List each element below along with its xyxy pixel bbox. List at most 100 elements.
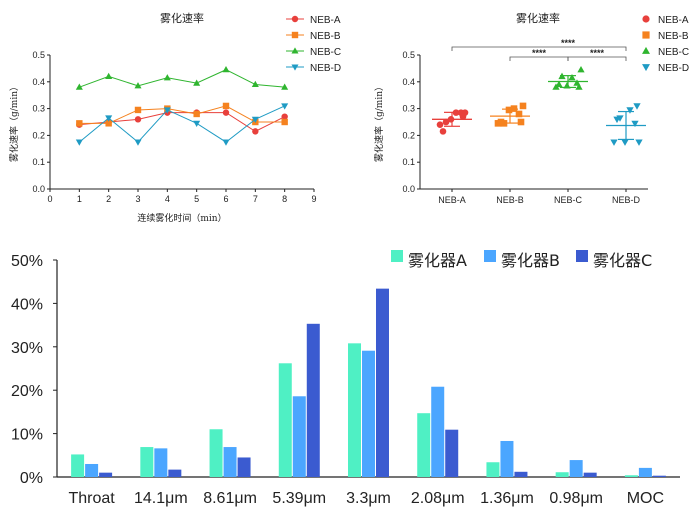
line-chart-x-tick-label: 5: [194, 194, 199, 204]
bar-b: [431, 386, 445, 477]
bar-chart-x-tick-label: 5.39μm: [272, 490, 326, 507]
line-chart: 雾化速率 连续雾化时间（min） 雾化速率（g/min） 0 1 2 3 4 5 6 7 8 9 0…: [8, 11, 341, 224]
scatter-chart-y-tick-label: 0.0: [402, 184, 415, 194]
significance-bracket: [567, 56, 627, 61]
scatter-point-neb-c: [568, 73, 576, 81]
bar-chart-y-tick-label: 50%: [11, 253, 43, 270]
scatter-chart-y-tick-label: 0.3: [402, 104, 415, 114]
scatter-point-neb-b: [497, 118, 505, 126]
significance-bracket: [451, 46, 627, 51]
line-legend-marker: [291, 31, 299, 39]
bar-b: [223, 447, 237, 477]
bar-c: [445, 429, 459, 477]
line-point-neb-a: [252, 128, 259, 135]
scatter-point-neb-a: [439, 128, 447, 135]
line-legend-label: NEB-A: [310, 15, 341, 26]
bar-a: [555, 472, 569, 477]
scatter-point-neb-d: [631, 120, 639, 128]
bar-c: [237, 457, 251, 477]
line-point-neb-b: [222, 102, 230, 110]
line-point-neb-d: [193, 120, 201, 128]
line-point-neb-b: [193, 110, 200, 118]
bar-b: [638, 467, 652, 477]
line-point-neb-d: [134, 139, 142, 146]
bar-a: [348, 343, 361, 477]
bar-chart-y-tick-label: 0%: [20, 470, 43, 487]
scatter-point-neb-c: [575, 83, 583, 90]
bar-legend-label: 雾化器A: [408, 251, 467, 270]
line-point-neb-b: [134, 106, 142, 114]
bar-a: [209, 429, 223, 477]
line-chart-x-tick-label: 8: [282, 194, 287, 204]
scatter-legend-label: NEB-A: [658, 15, 689, 26]
significance-label: ****: [532, 48, 547, 58]
line-point-neb-d: [251, 116, 259, 123]
scatter-point-neb-c: [555, 80, 563, 88]
scatter-legend-marker: [642, 46, 650, 54]
scatter-legend-label: NEB-D: [658, 63, 689, 74]
line-series-neb-c: [79, 69, 285, 88]
bar-c: [514, 471, 528, 477]
bar-a: [71, 454, 85, 477]
bar-chart-y-tick-label: 20%: [11, 383, 43, 400]
line-legend-label: NEB-D: [310, 63, 341, 74]
bar-chart-x-tick-label: Throat: [68, 490, 115, 507]
bar-b: [569, 460, 583, 477]
bar-b: [292, 396, 306, 477]
bar-legend-swatch: [484, 250, 496, 262]
line-point-neb-c: [105, 72, 113, 79]
bar-c: [376, 288, 389, 477]
bar-chart-x-tick-label: 1.36μm: [480, 490, 534, 507]
bar-a: [140, 447, 154, 477]
line-chart-y-tick-label: 0.1: [32, 157, 45, 167]
line-chart-title: 雾化速率: [160, 11, 204, 25]
bar-chart-x-tick-label: 14.1μm: [134, 490, 188, 507]
scatter-point-neb-b: [505, 106, 513, 114]
scatter-legend-label: NEB-B: [658, 31, 689, 42]
scatter-chart-y-tick-label: 0.4: [402, 77, 415, 87]
bar-chart: 0% 10% 20% 30% 40% 50% Throat 14.1μm 8.61μm 5.39μ…: [11, 250, 680, 507]
scatter-point-neb-d: [621, 139, 629, 146]
line-point-neb-d: [105, 115, 113, 122]
bar-b: [500, 440, 514, 477]
line-point-neb-d: [163, 107, 171, 114]
bar-legend-label: 雾化器B: [501, 251, 560, 270]
line-chart-x-tick-label: 3: [135, 194, 140, 204]
significance-label: ****: [590, 48, 605, 58]
scatter-legend-marker: [642, 64, 650, 72]
scatter-chart-y-label: 雾化速率（g/min）: [373, 82, 385, 162]
line-chart-x-label: 连续雾化时间（min）: [137, 212, 226, 224]
bar-c: [168, 469, 182, 477]
scatter-chart-title: 雾化速率: [516, 11, 560, 25]
line-series-neb-b: [79, 105, 285, 124]
scatter-chart-x-tick-label: NEB-C: [554, 195, 583, 205]
line-point-neb-d: [75, 139, 83, 146]
scatter-point-neb-a: [459, 113, 467, 120]
line-point-neb-b: [105, 120, 112, 127]
bar-legend-swatch: [576, 250, 588, 262]
line-chart-x-tick-label: 2: [106, 194, 111, 204]
line-chart-y-tick-label: 0.3: [32, 104, 45, 114]
bar-a: [624, 475, 638, 477]
bar-chart-x-tick-label: MOC: [627, 490, 664, 507]
line-point-neb-c: [251, 80, 259, 88]
scatter-chart: 雾化速率 雾化速率（g/min） 0.0 0.1 0.2 0.3 0.4 0.5 NEB-A…: [373, 11, 689, 205]
bar-chart-y-tick-label: 10%: [11, 427, 43, 444]
scatter-chart-x-tick-label: NEB-B: [496, 195, 524, 205]
scatter-legend-label: NEB-C: [658, 47, 689, 58]
line-point-neb-c: [193, 79, 201, 86]
bar-a: [486, 462, 500, 477]
scatter-point-neb-a: [436, 121, 444, 128]
scatter-point-neb-d: [613, 116, 621, 124]
line-chart-x-tick-label: 1: [77, 194, 82, 204]
scatter-point-neb-d: [633, 103, 641, 110]
line-point-neb-c: [222, 66, 230, 73]
line-chart-x-tick-label: 0: [47, 194, 52, 204]
scatter-chart-y-tick-label: 0.1: [402, 157, 415, 167]
bar-c: [583, 472, 597, 477]
bar-b: [362, 350, 375, 477]
line-series-neb-d: [79, 105, 285, 143]
line-chart-x-tick-label: 9: [311, 194, 316, 204]
bar-c: [99, 472, 113, 477]
